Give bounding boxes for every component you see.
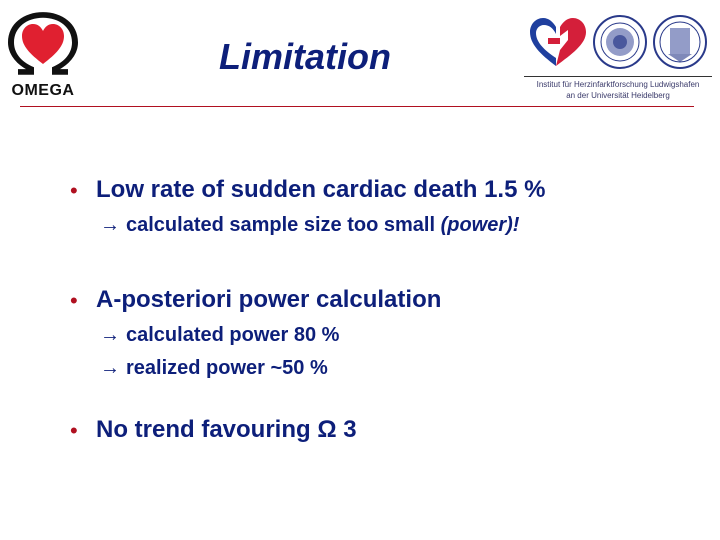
right-arrow-icon: → [100,214,120,236]
bullet-text: No trend favouring Ω 3 [96,416,357,443]
right-arrow-icon: → [100,324,120,346]
omega-heart-icon [8,12,78,75]
university-seal-icon [593,15,647,69]
right-arrow-icon: → [100,357,120,379]
institute-logos: Institut für Herzinfarktforschung Ludwig… [522,12,714,104]
bullet-dot-icon: • [70,418,78,443]
slide-title: Limitation [219,36,391,77]
sub-point-emphasis: (power)! [440,214,520,236]
heidelberg-seal-icon [653,15,707,69]
bullet-dot-icon: • [70,178,78,203]
sub-point: → calculated power 80 % [100,324,339,347]
omega-logo: OMEGA [8,10,78,99]
bullet-text: A-posteriori power calculation [96,286,442,313]
sub-point: → calculated sample size too small (power… [100,214,519,237]
bullet-dot-icon: • [70,288,78,313]
sub-point-text: realized power ~50 % [126,357,328,379]
omega-logo-text: OMEGA [11,82,75,99]
header-divider [20,106,694,107]
institute-name: Institut für Herzinfarktforschung Ludwig… [522,79,714,101]
institute-divider [524,76,712,77]
sub-point-text: calculated sample size too small [126,214,441,236]
institute-line-1: Institut für Herzinfarktforschung Ludwig… [536,80,700,89]
institute-line-2: an der Universität Heidelberg [566,91,670,100]
sub-point: → realized power ~50 % [100,357,328,380]
sub-point-text: calculated power 80 % [126,324,340,346]
bullet-text: Low rate of sudden cardiac death 1.5 % [96,176,546,203]
heart-research-logo-icon [530,18,586,66]
